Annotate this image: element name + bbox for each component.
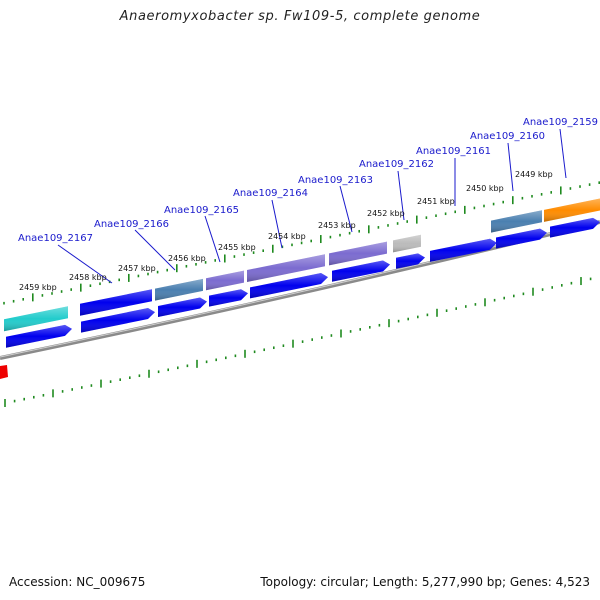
- cds-arrow-shade: [158, 297, 207, 318]
- cds-arrow: [430, 238, 497, 262]
- kbp-label: 2457 kbp: [118, 264, 156, 273]
- cds-arrow: [250, 272, 328, 299]
- feature-gray: [393, 234, 421, 253]
- feature-purple: [247, 254, 325, 282]
- label-leader-lines: [57, 128, 567, 284]
- map-title: Anaeromyxobacter sp. Fw109-5, complete g…: [119, 9, 481, 24]
- feature-cds-shade: [80, 289, 152, 316]
- leader-line: [204, 215, 221, 263]
- feature-steelblue-shade: [155, 278, 203, 301]
- accession-text: Accession: NC_009675: [9, 575, 146, 589]
- outer-tick-ring: [3, 181, 600, 305]
- gene-label: Anae109_2161: [416, 146, 491, 157]
- cds-arrow-shade: [332, 260, 390, 282]
- feature-purple: [329, 241, 387, 266]
- cds-arrow-shade: [396, 253, 425, 269]
- gene-label: Anae109_2164: [233, 188, 308, 199]
- cds-arrow: [550, 217, 600, 238]
- kbp-label: 2453 kbp: [318, 221, 356, 230]
- gene-label: Anae109_2167: [18, 233, 93, 244]
- feature-steelblue: [491, 210, 542, 233]
- feature-orange: [544, 198, 600, 222]
- feature-orange-shade: [544, 198, 600, 222]
- leader-line: [559, 128, 567, 179]
- feature-gray-shade: [393, 234, 421, 253]
- kbp-label: 2449 kbp: [515, 170, 553, 179]
- leader-line: [507, 142, 514, 192]
- cds-arrow-shade: [550, 217, 600, 238]
- leader-line: [397, 170, 405, 221]
- feature-steelblue-shade: [491, 210, 542, 233]
- kbp-label: 2459 kbp: [19, 283, 57, 292]
- feature-cyan: [4, 306, 68, 332]
- feature-purple-shade: [247, 254, 325, 282]
- feature-red: [0, 365, 8, 379]
- gene-label: Anae109_2165: [164, 205, 239, 216]
- leader-line: [339, 185, 353, 233]
- feature-cds: [80, 289, 152, 316]
- feature-steelblue: [155, 278, 203, 301]
- gene-label: Anae109_2163: [298, 175, 373, 186]
- kbp-scale-labels: 2459 kbp 2458 kbp 2457 kbp 2456 kbp 2455 kbp…: [19, 170, 553, 292]
- kbp-label: 2456 kbp: [168, 254, 206, 263]
- topology-text: Topology: circular; Length: 5,277,990 bp…: [260, 575, 590, 589]
- cds-arrow: [81, 308, 155, 333]
- feature-track: [4, 198, 600, 332]
- cds-track: [0, 217, 600, 379]
- cds-arrow: [496, 228, 547, 249]
- kbp-label: 2455 kbp: [218, 243, 256, 252]
- cds-arrow-shade: [81, 308, 155, 333]
- leader-line: [57, 244, 113, 284]
- cds-arrow-shade: [6, 324, 72, 348]
- kbp-label: 2452 kbp: [367, 209, 405, 218]
- leader-line: [271, 199, 283, 249]
- cds-arrow: [6, 324, 72, 348]
- kbp-label: 2450 kbp: [466, 184, 504, 193]
- cds-arrow: [158, 297, 207, 318]
- leader-line: [134, 229, 176, 271]
- cds-arrow-shade: [209, 289, 248, 307]
- feature-purple: [206, 270, 244, 291]
- gene-label: Anae109_2162: [359, 159, 434, 170]
- kbp-label: 2451 kbp: [417, 197, 455, 206]
- kbp-label: 2458 kbp: [69, 273, 107, 282]
- gene-label: Anae109_2160: [470, 131, 545, 142]
- cds-arrow: [332, 260, 390, 282]
- inner-tick-ring: [4, 277, 592, 407]
- cds-arrow-shade: [430, 238, 497, 262]
- cds-arrow-shade: [250, 272, 328, 299]
- kbp-label: 2454 kbp: [268, 232, 306, 241]
- cds-arrow-shade: [496, 228, 547, 249]
- gene-label: Anae109_2159: [523, 117, 598, 128]
- feature-purple-shade: [329, 241, 387, 266]
- cds-arrow: [209, 289, 248, 307]
- gene-label: Anae109_2166: [94, 219, 169, 230]
- feature-cyan-shade: [4, 306, 68, 332]
- feature-purple-shade: [206, 270, 244, 291]
- cds-arrow: [396, 253, 425, 269]
